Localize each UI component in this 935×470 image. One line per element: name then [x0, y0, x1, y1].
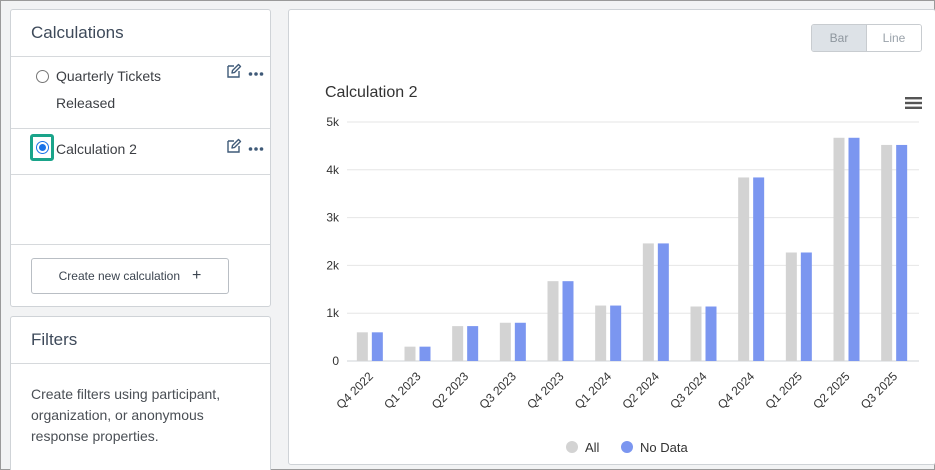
calculation-radio-focus-ring[interactable] — [30, 134, 54, 161]
x-tick-label: Q4 2023 — [524, 369, 567, 412]
filters-panel: Filters Create filters using participant… — [10, 316, 271, 470]
x-tick-label: Q2 2023 — [429, 369, 472, 412]
legend-marker-all — [566, 441, 578, 453]
y-tick-label: 1k — [326, 306, 340, 320]
bar-no-data — [562, 281, 574, 361]
legend-label: All — [585, 440, 600, 455]
chart-type-toggle: Bar Line — [811, 24, 922, 52]
legend-marker-no-data — [621, 441, 633, 453]
calculations-empty-area — [11, 175, 270, 245]
x-tick-label: Q1 2025 — [762, 369, 805, 412]
chart-panel: Bar Line Calculation 2 0 1k 2k 3k 4k 5k Q4 202… — [288, 9, 935, 465]
calculations-panel: Calculations Quarterly Tickets Released … — [10, 9, 271, 307]
y-tick-label: 4k — [326, 163, 340, 177]
hamburger-menu-icon[interactable] — [905, 96, 922, 110]
calculation-item-quarterly-tickets[interactable]: Quarterly Tickets Released — [11, 57, 270, 129]
bar-toggle-button[interactable]: Bar — [812, 25, 867, 51]
bar-no-data — [467, 326, 479, 361]
bar-all — [595, 305, 607, 361]
more-options-icon[interactable] — [248, 141, 264, 157]
legend-label: No Data — [640, 440, 688, 455]
bar-all — [452, 326, 464, 361]
create-calculation-label: Create new calculation — [58, 269, 181, 283]
bar-no-data — [896, 144, 908, 361]
calculation-item-calculation-2[interactable]: Calculation 2 — [11, 129, 270, 175]
x-tick-label: Q1 2023 — [381, 369, 424, 412]
bar-no-data — [657, 243, 669, 361]
plus-icon: + — [192, 267, 202, 284]
x-tick-label: Q3 2025 — [858, 369, 901, 412]
bar-no-data — [371, 332, 383, 361]
y-tick-label: 2k — [326, 258, 340, 272]
bar-no-data — [514, 322, 526, 361]
filters-title: Filters — [11, 317, 270, 364]
bar-all — [404, 346, 416, 361]
create-calculation-button[interactable]: Create new calculation + — [31, 258, 229, 294]
bar-all — [499, 322, 511, 361]
more-options-icon[interactable] — [248, 66, 264, 82]
bar-all — [642, 243, 654, 361]
bar-all — [785, 252, 797, 361]
edit-icon[interactable] — [226, 138, 242, 154]
filters-description: Create filters using participant, organi… — [31, 386, 221, 444]
bar-no-data — [419, 346, 431, 361]
line-toggle-button[interactable]: Line — [867, 25, 921, 51]
bar-all — [356, 332, 368, 361]
bar-all — [690, 306, 702, 361]
calculation-radio-unselected[interactable] — [36, 70, 49, 83]
calculations-title: Calculations — [11, 10, 270, 57]
bar-no-data — [705, 306, 717, 361]
bar-all — [547, 281, 559, 361]
bar-all — [738, 177, 750, 361]
calculation-radio-selected[interactable] — [36, 141, 49, 154]
calculation-item-label: Quarterly Tickets Released — [56, 68, 162, 111]
x-tick-label: Q1 2024 — [572, 369, 615, 412]
y-tick-label: 5k — [326, 115, 340, 129]
x-tick-label: Q2 2024 — [619, 369, 662, 412]
bar-no-data — [800, 252, 812, 361]
bar-no-data — [610, 305, 622, 361]
bar-all — [881, 144, 893, 361]
calculation-item-label: Calculation 2 — [56, 141, 137, 157]
x-tick-label: Q3 2024 — [667, 369, 710, 412]
bar-no-data — [848, 137, 860, 361]
y-tick-label: 0 — [332, 354, 339, 368]
bar-no-data — [753, 177, 765, 361]
chart-title: Calculation 2 — [325, 84, 418, 101]
x-tick-label: Q2 2025 — [810, 369, 853, 412]
x-tick-label: Q3 2023 — [476, 369, 519, 412]
bar-all — [833, 137, 845, 361]
x-tick-label: Q4 2022 — [333, 369, 376, 412]
edit-icon[interactable] — [226, 63, 242, 79]
x-tick-label: Q4 2024 — [715, 369, 758, 412]
y-tick-label: 3k — [326, 211, 340, 225]
